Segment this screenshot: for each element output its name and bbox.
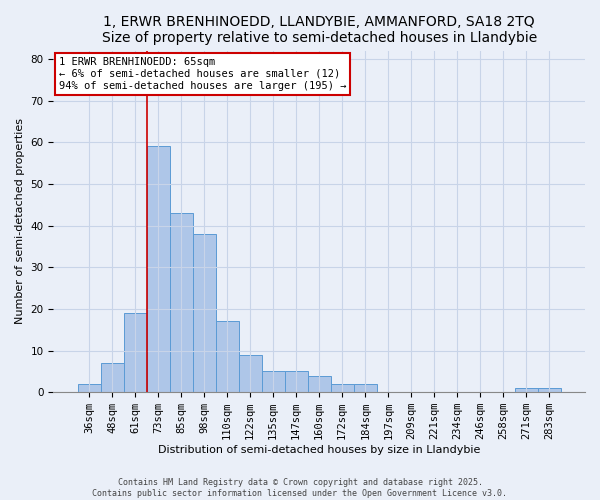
Title: 1, ERWR BRENHINOEDD, LLANDYBIE, AMMANFORD, SA18 2TQ
Size of property relative to: 1, ERWR BRENHINOEDD, LLANDYBIE, AMMANFOR… — [101, 15, 537, 45]
Bar — [284, 372, 308, 392]
Text: Contains HM Land Registry data © Crown copyright and database right 2025.
Contai: Contains HM Land Registry data © Crown c… — [92, 478, 508, 498]
Y-axis label: Number of semi-detached properties: Number of semi-detached properties — [15, 118, 25, 324]
Bar — [515, 388, 538, 392]
Bar — [170, 213, 193, 392]
Bar — [354, 384, 377, 392]
Bar — [193, 234, 215, 392]
Bar — [215, 322, 239, 392]
Text: 1 ERWR BRENHINOEDD: 65sqm
← 6% of semi-detached houses are smaller (12)
94% of s: 1 ERWR BRENHINOEDD: 65sqm ← 6% of semi-d… — [59, 58, 346, 90]
Bar — [331, 384, 354, 392]
Bar — [77, 384, 101, 392]
Bar — [124, 313, 146, 392]
X-axis label: Distribution of semi-detached houses by size in Llandybie: Distribution of semi-detached houses by … — [158, 445, 481, 455]
Bar — [538, 388, 561, 392]
Bar — [101, 363, 124, 392]
Bar — [146, 146, 170, 392]
Bar — [262, 372, 284, 392]
Bar — [239, 354, 262, 392]
Bar — [308, 376, 331, 392]
